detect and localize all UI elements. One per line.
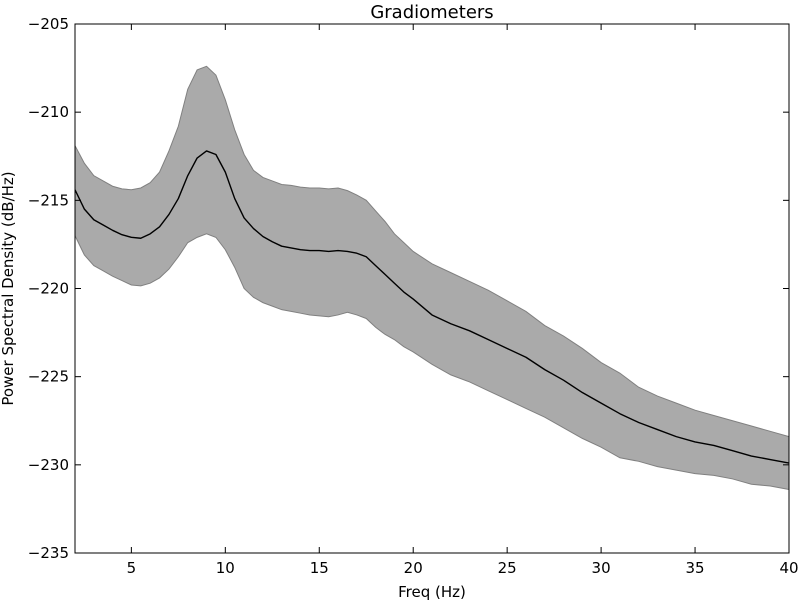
ticks-layer: 5 10 15 20 25 30 35 40 −235 −230 −225 −220 −215 −210 −… [28,15,799,577]
y-tick-label: −225 [28,368,69,386]
y-tick-label: −205 [28,15,69,33]
y-tick-label: −210 [28,103,69,121]
x-tick-label: 40 [779,559,798,577]
chart-title: Gradiometers [370,2,493,23]
x-tick-label: 35 [686,559,705,577]
y-tick-label: −230 [28,456,69,474]
x-axis-label: Freq (Hz) [398,583,466,600]
x-tick-label: 20 [404,559,423,577]
mean-line-layer [74,150,790,464]
y-tick-label: −235 [28,544,69,562]
confidence-band-layer [74,65,790,491]
confidence-band-area [75,66,789,490]
band-upper-edge [74,65,790,438]
y-tick-label: −215 [28,191,69,209]
x-tick-label: 5 [127,559,137,577]
x-tick-label: 15 [310,559,329,577]
x-tick-label: 10 [216,559,235,577]
band-lower-edge [74,233,790,491]
x-tick-label: 30 [592,559,611,577]
x-tick-label: 25 [498,559,517,577]
mean-psd-line [74,150,790,464]
y-axis-label: Power Spectral Density (dB/Hz) [0,171,17,405]
y-tick-label: −220 [28,280,69,298]
